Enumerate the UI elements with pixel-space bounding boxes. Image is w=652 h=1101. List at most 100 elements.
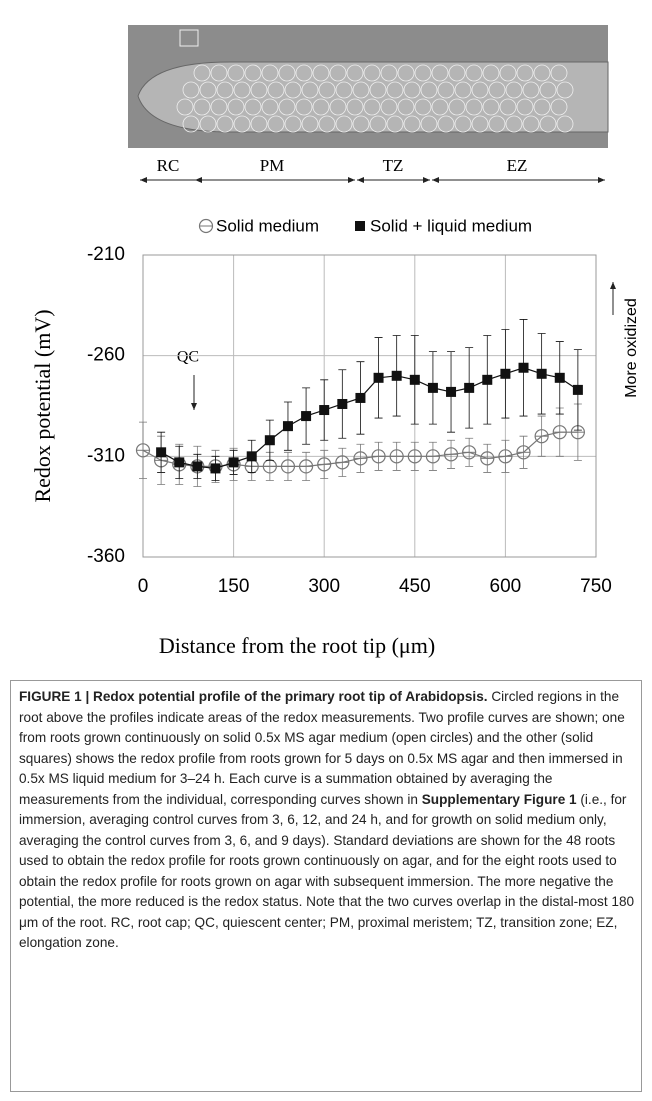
cell-circle bbox=[233, 81, 251, 99]
data-point bbox=[373, 372, 384, 383]
root-shape bbox=[137, 61, 609, 133]
cell-circle bbox=[420, 115, 438, 133]
cell-circle bbox=[352, 81, 370, 99]
cell-circle bbox=[193, 64, 211, 82]
data-point bbox=[500, 368, 511, 379]
cell-circle bbox=[199, 115, 217, 133]
cell-circle bbox=[352, 115, 370, 133]
caption-ref: Supplementary Figure 1 bbox=[421, 791, 577, 807]
cell-circle bbox=[397, 98, 415, 116]
cell-circle bbox=[244, 64, 262, 82]
scale-box bbox=[179, 29, 199, 47]
cell-circle bbox=[278, 64, 296, 82]
data-point bbox=[282, 421, 293, 432]
cell-circle bbox=[471, 81, 489, 99]
cell-circle bbox=[471, 115, 489, 133]
data-point bbox=[446, 386, 457, 397]
cell-circle bbox=[539, 115, 557, 133]
cell-circle bbox=[556, 81, 574, 99]
legend-marker bbox=[355, 221, 365, 231]
cell-circle bbox=[318, 115, 336, 133]
data-point bbox=[210, 463, 221, 474]
region-label: PM bbox=[260, 156, 285, 175]
cell-circle bbox=[403, 81, 421, 99]
data-point bbox=[228, 457, 239, 468]
cell-circle bbox=[284, 81, 302, 99]
cell-circle bbox=[454, 81, 472, 99]
cell-circle bbox=[533, 98, 551, 116]
cell-circle bbox=[295, 98, 313, 116]
cell-circle bbox=[386, 115, 404, 133]
cell-circle bbox=[454, 115, 472, 133]
cell-circle bbox=[244, 98, 262, 116]
cell-circle bbox=[261, 64, 279, 82]
caption-text: (i.e., for immersion, averaging control … bbox=[19, 791, 635, 951]
cell-circle bbox=[448, 98, 466, 116]
data-point bbox=[518, 362, 529, 373]
cell-circle bbox=[301, 115, 319, 133]
cell-circle bbox=[318, 81, 336, 99]
cell-circle bbox=[482, 98, 500, 116]
cell-circle bbox=[414, 98, 432, 116]
cell-circle bbox=[386, 81, 404, 99]
data-point bbox=[174, 457, 185, 468]
cell-circle bbox=[301, 81, 319, 99]
cell-circle bbox=[539, 81, 557, 99]
cell-circle bbox=[369, 115, 387, 133]
cell-circle bbox=[295, 64, 313, 82]
cell-circle bbox=[505, 81, 523, 99]
data-point bbox=[192, 461, 203, 472]
cell-circle bbox=[329, 98, 347, 116]
cell-circle bbox=[182, 81, 200, 99]
cell-circle bbox=[516, 64, 534, 82]
cell-circle bbox=[414, 64, 432, 82]
cell-circle bbox=[465, 98, 483, 116]
cell-circle bbox=[437, 115, 455, 133]
cell-circle bbox=[522, 81, 540, 99]
cell-circle bbox=[431, 98, 449, 116]
data-point bbox=[391, 370, 402, 381]
cell-circle bbox=[499, 98, 517, 116]
x-tick-label: 150 bbox=[218, 576, 250, 597]
data-point bbox=[319, 405, 330, 416]
x-tick-label: 600 bbox=[490, 576, 522, 597]
cell-circle bbox=[193, 98, 211, 116]
cell-circle bbox=[437, 81, 455, 99]
cell-circle bbox=[227, 98, 245, 116]
data-point bbox=[464, 382, 475, 393]
cell-circle bbox=[397, 64, 415, 82]
y-tick-label: -260 bbox=[87, 345, 125, 366]
region-label: RC bbox=[157, 156, 180, 175]
data-point bbox=[355, 392, 366, 403]
cell-circle bbox=[267, 81, 285, 99]
cell-circle bbox=[312, 64, 330, 82]
cell-circle bbox=[216, 115, 234, 133]
series-line bbox=[160, 367, 579, 470]
cell-circle bbox=[227, 64, 245, 82]
y-tick-label: -360 bbox=[87, 546, 125, 567]
cell-circle bbox=[448, 64, 466, 82]
cell-circle bbox=[505, 115, 523, 133]
cell-circle bbox=[329, 64, 347, 82]
region-label: EZ bbox=[507, 156, 528, 175]
legend-label: Solid medium bbox=[216, 216, 319, 235]
cell-circle bbox=[335, 115, 353, 133]
cell-circle bbox=[176, 98, 194, 116]
cell-circle bbox=[431, 64, 449, 82]
plot-frame bbox=[142, 254, 597, 558]
data-point bbox=[156, 447, 167, 458]
caption-text: Circled regions in the root above the pr… bbox=[19, 689, 625, 807]
cell-circle bbox=[261, 98, 279, 116]
cell-circle bbox=[522, 115, 540, 133]
cell-circle bbox=[369, 81, 387, 99]
cell-circle bbox=[284, 115, 302, 133]
x-tick-label: 0 bbox=[138, 576, 149, 597]
y-axis-title: Redox potential (mV) bbox=[30, 309, 55, 502]
data-point bbox=[301, 411, 312, 422]
y-tick-label: -210 bbox=[87, 244, 125, 265]
cell-circle bbox=[278, 98, 296, 116]
cell-circle bbox=[533, 64, 551, 82]
annotation: More oxidized bbox=[623, 298, 640, 398]
cell-circle bbox=[499, 64, 517, 82]
